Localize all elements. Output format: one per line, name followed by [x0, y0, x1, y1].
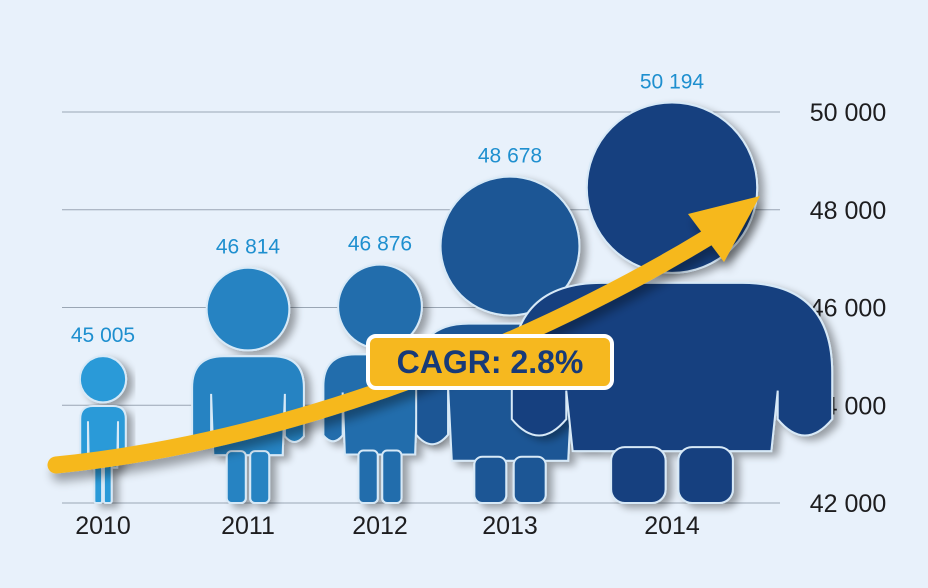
x-tick-label: 2010 — [75, 512, 131, 540]
figure-leg — [381, 449, 403, 504]
y-tick-label: 50 000 — [810, 99, 886, 127]
arrow-head — [688, 196, 760, 262]
x-tick-label: 2012 — [352, 512, 408, 540]
figure-body — [510, 281, 834, 453]
figure-leg — [677, 446, 734, 504]
y-tick-label: 46 000 — [810, 295, 886, 323]
y-tick-label: 48 000 — [810, 197, 886, 225]
data-label: 46 876 — [348, 233, 412, 256]
x-tick-label: 2014 — [644, 512, 700, 540]
figure-leg — [610, 446, 667, 504]
figure-head — [78, 355, 128, 404]
cagr-annotation: CAGR: 2.8% — [366, 334, 614, 390]
data-label: 46 814 — [216, 236, 281, 259]
figure-head — [205, 266, 291, 352]
figure-leg — [357, 449, 379, 504]
x-tick-label: 2011 — [221, 512, 275, 540]
figure-leg — [102, 462, 113, 505]
data-label: 50 194 — [640, 71, 705, 94]
figure-leg — [512, 455, 547, 504]
figure-2012 — [322, 263, 438, 504]
figure-2010 — [78, 355, 128, 505]
figure-leg — [473, 455, 508, 504]
figure-head — [439, 175, 581, 317]
x-axis-ticks: 2010 2011 2012 2013 2014 — [75, 512, 700, 540]
x-tick-label: 2013 — [482, 512, 538, 540]
data-label: 48 678 — [478, 145, 542, 168]
figure-leg — [249, 450, 271, 505]
cagr-box — [366, 334, 614, 390]
data-labels: 45 005 46 814 46 876 48 678 50 194 — [71, 71, 705, 348]
data-label: 45 005 — [71, 324, 135, 347]
figure-leg — [93, 462, 104, 505]
figure-leg — [225, 450, 247, 505]
figure-2011 — [191, 266, 305, 505]
y-tick-label: 42 000 — [810, 490, 886, 518]
cagr-label: CAGR: 2.8% — [397, 344, 584, 380]
